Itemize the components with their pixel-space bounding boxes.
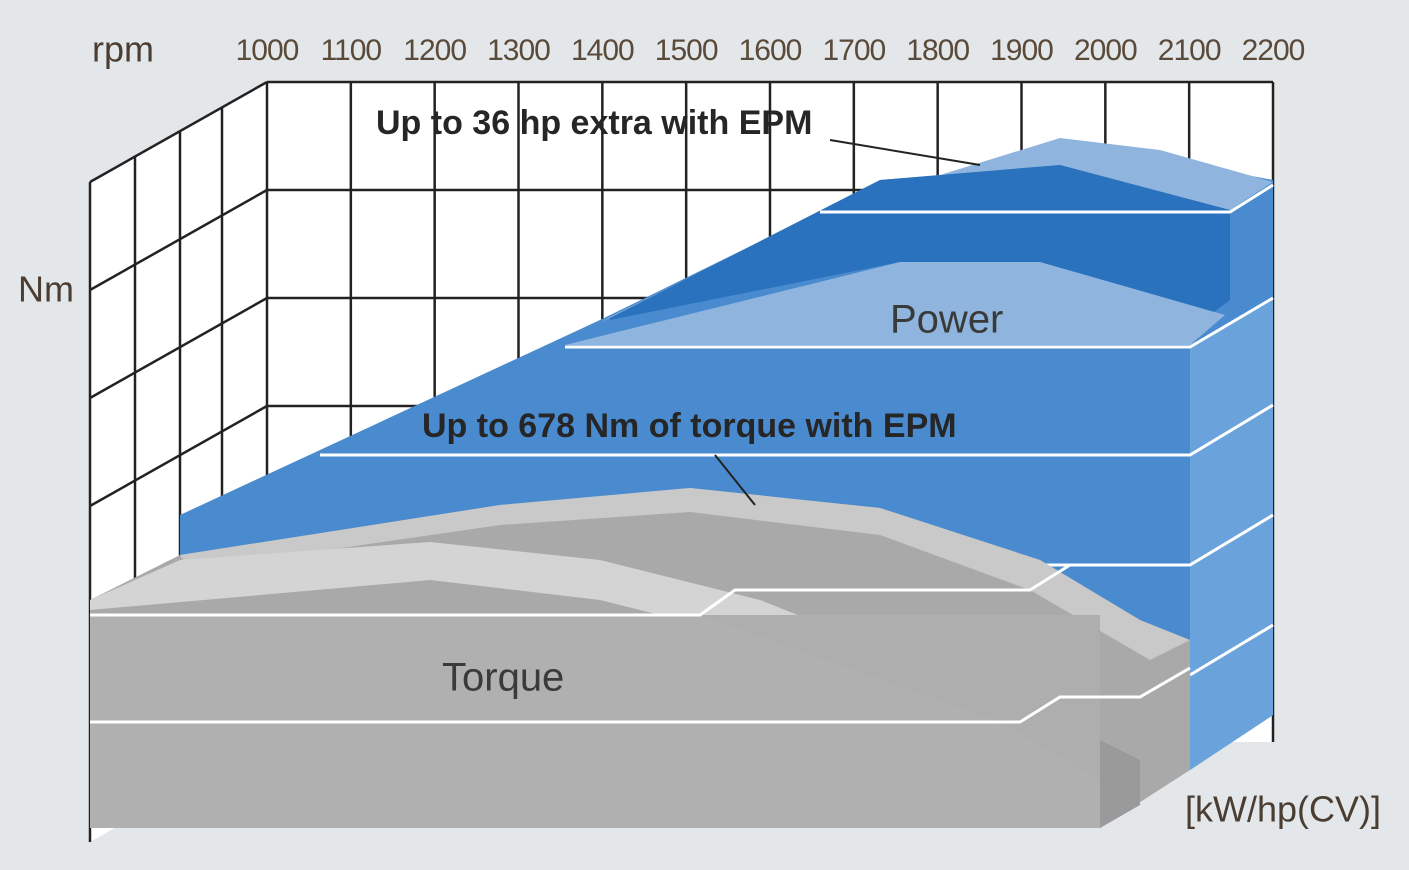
torque-lines: [90, 563, 1191, 724]
x-tick-label: 2100: [1158, 34, 1221, 67]
power-epm-area: [610, 165, 1230, 330]
power-side: [1190, 298, 1273, 770]
x-tick-label: 1300: [487, 34, 550, 67]
x-tick-label: 2200: [1242, 34, 1305, 67]
x-tick-label: 1500: [655, 34, 718, 67]
y2-axis-label: [kW/hp(CV)]: [1185, 789, 1381, 830]
x-tick-label: 1100: [321, 34, 382, 67]
grid-line: [89, 188, 268, 292]
x-tick-label: 1900: [990, 34, 1053, 67]
torque-epm-band: [180, 488, 1190, 660]
power-lines: [320, 183, 1274, 677]
annotation: Up to 678 Nm of torque with EPM: [422, 407, 957, 445]
x-tick-label: 1800: [906, 34, 969, 67]
y-axis-label: Nm: [18, 269, 74, 310]
annotation-leader: [714, 454, 756, 506]
annotation-leader: [829, 139, 981, 166]
x-tick-label: 2000: [1074, 34, 1137, 67]
x-tick-label: 1400: [571, 34, 634, 67]
power-top-band: [565, 262, 1225, 345]
x-tick-label: 1600: [739, 34, 802, 67]
x-tick-label: 1700: [822, 34, 885, 67]
power-label: Power: [890, 298, 1003, 342]
x-tick-label: 1000: [236, 34, 299, 67]
grid-line: [89, 296, 268, 400]
torque-label: Torque: [442, 656, 564, 700]
torque-side: [1100, 740, 1140, 828]
grid-line: [89, 404, 268, 508]
x-tick-label: 1200: [403, 34, 466, 67]
annotation: Up to 36 hp extra with EPM: [376, 104, 812, 142]
grid-line: [89, 80, 268, 184]
x-axis-label: rpm: [92, 29, 154, 70]
